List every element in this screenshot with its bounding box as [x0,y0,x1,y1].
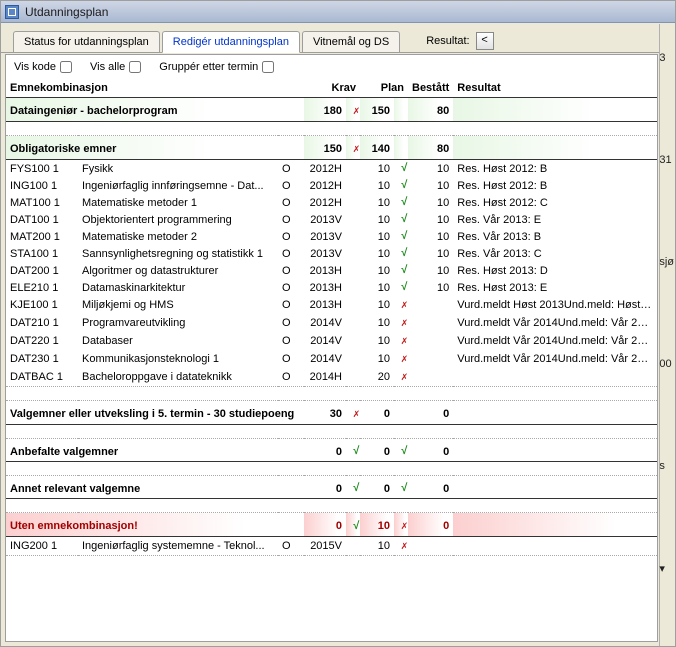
content-area: Vis kode Vis alle Gruppér etter termin [5,54,658,642]
section-spacer [6,556,657,570]
header-bestatt: Bestått [408,79,453,98]
course-row[interactable]: KJE100 1 Miljøkjemi og HMS O 2013H 10✗ V… [6,296,657,314]
course-row[interactable]: DAT100 1 Objektorientert programmering O… [6,211,657,228]
course-row[interactable]: ING100 1 Ingeniørfaglig innføringsemne -… [6,177,657,194]
tabbar: Status for utdanningsplan Redigér utdann… [1,23,675,53]
header-emnekombinasjon: Emnekombinasjon [6,79,304,98]
header-plan: Plan [360,79,408,98]
right-gutter: 331sjø00s▾ [659,24,675,646]
options-toolbar: Vis kode Vis alle Gruppér etter termin [6,55,657,79]
section-spacer [6,122,657,136]
section-oblig[interactable]: Obligatoriske emner 150✗ 140 80 [6,136,657,160]
resultat-prev-button[interactable]: < [476,32,494,50]
course-row[interactable]: DAT210 1 Programvareutvikling O 2014V 10… [6,314,657,332]
section-spacer [6,425,657,439]
section-program[interactable]: Dataingeniør - bachelorprogram 180✗ 150 … [6,98,657,122]
section-spacer [6,387,657,401]
viskode-label: Vis kode [14,61,56,73]
window-title: Utdanningsplan [25,5,108,19]
table-header-row: Emnekombinasjon Krav Plan Bestått Result… [6,79,657,98]
tab-vitnemal[interactable]: Vitnemål og DS [302,31,400,52]
header-krav: Krav [304,79,360,98]
grupper-checkbox[interactable]: Gruppér etter termin [159,61,274,73]
course-row[interactable]: FYS100 1 Fysikk O 2012H 10√ 10 Res. Høst… [6,160,657,178]
app-icon [5,5,19,19]
titlebar: Utdanningsplan [1,1,675,23]
course-row[interactable]: MAT200 1 Matematiske metoder 2 O 2013V 1… [6,228,657,245]
course-row[interactable]: STA100 1 Sannsynlighetsregning og statis… [6,245,657,262]
plan-table: Emnekombinasjon Krav Plan Bestått Result… [6,79,657,570]
visalle-label: Vis alle [90,61,125,73]
course-row[interactable]: ING200 1 Ingeniørfaglig systememne - Tek… [6,537,657,556]
section-anbefalt[interactable]: Anbefalte valgemner 0√ 0√ 0 [6,439,657,462]
course-row[interactable]: DAT220 1 Databaser O 2014V 10✗ Vurd.meld… [6,332,657,350]
viskode-checkbox[interactable]: Vis kode [14,61,72,73]
header-resultat: Resultat [453,79,657,98]
grupper-label: Gruppér etter termin [159,61,258,73]
course-row[interactable]: DAT200 1 Algoritmer og datastrukturer O … [6,262,657,279]
resultat-label: Resultat: [426,35,469,47]
course-row[interactable]: DAT230 1 Kommunikasjonsteknologi 1 O 201… [6,350,657,368]
course-row[interactable]: MAT100 1 Matematiske metoder 1 O 2012H 1… [6,194,657,211]
section-spacer [6,499,657,513]
section-spacer [6,462,657,476]
section-annet[interactable]: Annet relevant valgemne 0√ 0√ 0 [6,476,657,499]
visalle-checkbox[interactable]: Vis alle [90,61,141,73]
course-row[interactable]: DATBAC 1 Bacheloroppgave i datateknikk O… [6,368,657,387]
tab-status[interactable]: Status for utdanningsplan [13,31,160,52]
section-uten[interactable]: Uten emnekombinasjon! 0√ 10✗ 0 [6,513,657,537]
section-valg5[interactable]: Valgemner eller utveksling i 5. termin -… [6,401,657,425]
course-row[interactable]: ELE210 1 Datamaskinarkitektur O 2013H 10… [6,279,657,296]
resultat-area: Resultat: < [426,32,493,50]
tab-rediger[interactable]: Redigér utdanningsplan [162,31,300,53]
